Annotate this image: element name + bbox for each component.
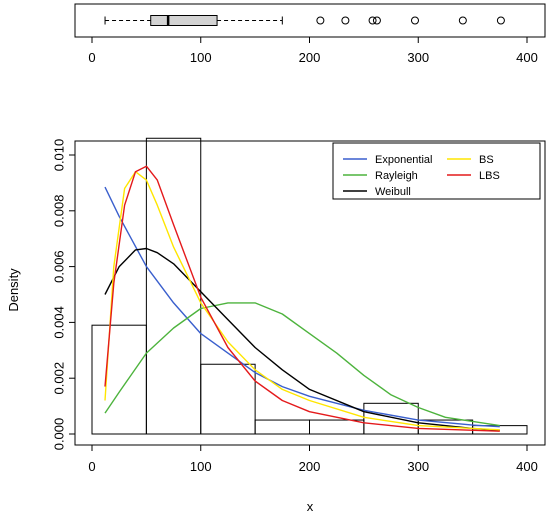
histogram-x-tick-label: 300 [407, 459, 429, 474]
histogram-y-tick-label: 0.002 [51, 362, 66, 395]
legend-label-exponential: Exponential [375, 154, 433, 166]
boxplot-x-tick-label: 400 [516, 50, 538, 65]
density-curves [104, 165, 500, 432]
legend: Exponential Rayleigh Weibull BS LBS [332, 142, 541, 200]
histogram-bar [309, 419, 365, 435]
histogram-y-tick-label: 0.006 [51, 250, 66, 283]
legend-label-weibull: Weibull [375, 186, 411, 198]
y-axis-label: Density [6, 268, 21, 312]
histogram-y-axis: 0.000 0.002 0.004 0.006 0.008 0.010 [51, 139, 76, 451]
boxplot-x-tick-label: 300 [407, 50, 429, 65]
histogram-bars [91, 137, 528, 435]
boxplot-frame [74, 3, 546, 38]
density-curve-bs [104, 170, 500, 431]
outlier-point [372, 16, 381, 25]
outlier-point [410, 16, 419, 25]
legend-label-rayleigh: Rayleigh [375, 170, 418, 182]
density-curve-lbs [104, 165, 500, 432]
boxplot-panel: 0 100 200 300 400 [74, 3, 546, 65]
histogram-y-tick-label: 0.004 [51, 306, 66, 339]
outlier-point [341, 16, 350, 25]
density-curve-weibull [104, 247, 500, 432]
histogram-bar [91, 324, 147, 435]
outlier-point [316, 16, 325, 25]
histogram-y-tick-label: 0.010 [51, 139, 66, 172]
outlier-point [458, 16, 467, 25]
histogram-bar [145, 137, 202, 435]
iqr-box [150, 15, 218, 26]
histogram-x-axis: 0 100 200 300 400 [88, 444, 538, 474]
boxplot-x-tick-label: 0 [88, 50, 95, 65]
histogram-bar [254, 419, 310, 435]
legend-label-bs: BS [479, 154, 494, 166]
histogram-bar [200, 363, 256, 435]
histogram-x-tick-label: 400 [516, 459, 538, 474]
histogram-y-tick-label: 0.000 [51, 418, 66, 451]
boxplot-x-axis: 0 100 200 300 400 [88, 36, 538, 65]
histogram-y-tick-label: 0.008 [51, 195, 66, 228]
outlier-point [368, 16, 377, 25]
histogram-panel: 0 100 200 300 400 0.0000.0020.0040.0060.0080… [6, 137, 546, 514]
density-curve-rayleigh [104, 302, 500, 427]
histogram-x-tick-label: 0 [88, 459, 95, 474]
legend-label-lbs: LBS [479, 170, 500, 182]
boxplot-marks [104, 15, 505, 26]
outlier-point [496, 16, 505, 25]
density-curve-exponential [104, 186, 500, 428]
histogram-bar [363, 402, 419, 435]
histogram-x-tick-label: 200 [299, 459, 321, 474]
legend-box [332, 142, 541, 200]
x-axis-label: x [307, 499, 314, 514]
boxplot-x-tick-label: 200 [299, 50, 321, 65]
boxplot-x-tick-label: 100 [190, 50, 212, 65]
histogram-x-tick-label: 100 [190, 459, 212, 474]
